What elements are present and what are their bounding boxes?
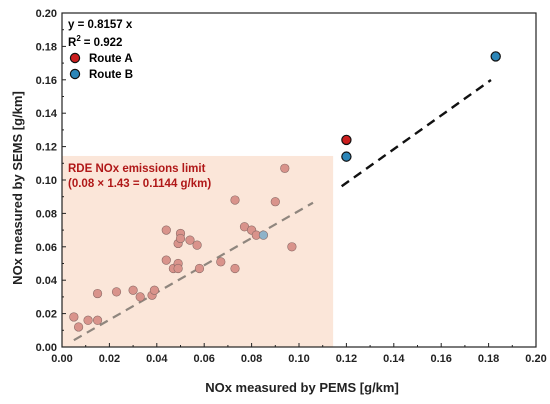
legend-label: Route B xyxy=(89,69,133,81)
limit-label-line2: (0.08 × 1.43 = 0.1144 g/km) xyxy=(68,178,211,190)
data-point xyxy=(192,240,202,250)
fit-equation: y = 0.8157 x xyxy=(68,19,133,31)
data-point xyxy=(83,315,93,325)
x-tick-label: 0.16 xyxy=(430,353,451,365)
x-tick-label: 0.02 xyxy=(99,353,120,365)
r-squared: R2 = 0.922 xyxy=(68,34,122,49)
data-point xyxy=(111,287,122,297)
x-tick-label: 0.00 xyxy=(51,353,72,365)
y-tick-label: 0.18 xyxy=(36,41,57,53)
x-tick-label: 0.14 xyxy=(383,353,405,365)
data-point xyxy=(161,255,171,265)
y-tick-label: 0.08 xyxy=(36,208,57,220)
legend-marker xyxy=(69,52,81,64)
y-tick-label: 0.04 xyxy=(36,275,58,287)
data-point xyxy=(341,134,352,146)
legend-marker xyxy=(69,68,81,80)
x-tick-label: 0.18 xyxy=(478,353,499,365)
data-point xyxy=(175,233,186,244)
data-point xyxy=(92,288,103,299)
x-tick-label: 0.08 xyxy=(241,353,262,365)
x-tick-label: 0.10 xyxy=(288,353,309,365)
r-squared-value: = 0.922 xyxy=(84,37,123,49)
x-tick-label: 0.20 xyxy=(525,353,546,365)
fit-line-layer xyxy=(73,79,492,342)
x-tick-label: 0.06 xyxy=(193,353,214,365)
y-axis-title: NOx measured by SEMS [g/km] xyxy=(10,91,25,285)
data-point xyxy=(341,151,352,162)
y-tick-label: 0.10 xyxy=(36,175,57,187)
y-tick-label: 0.14 xyxy=(36,108,58,120)
data-point xyxy=(173,263,183,274)
legend: Route A Route B xyxy=(69,52,133,81)
data-point xyxy=(128,285,138,295)
data-point xyxy=(280,163,290,173)
data-point xyxy=(185,235,195,245)
y-tick-label: 0.12 xyxy=(36,142,57,154)
data-point xyxy=(149,285,160,295)
y-tick-label: 0.20 xyxy=(36,8,57,20)
x-axis-title: NOx measured by PEMS [g/km] xyxy=(205,380,399,395)
x-tick-label: 0.12 xyxy=(336,353,357,365)
data-point xyxy=(287,242,297,252)
data-point xyxy=(270,197,280,207)
data-point xyxy=(230,263,240,274)
data-point xyxy=(92,315,103,325)
data-point xyxy=(69,312,79,322)
x-tick-label: 0.04 xyxy=(146,353,168,365)
data-point xyxy=(73,322,84,332)
y-tick-label: 0.02 xyxy=(36,309,57,321)
fit-line-inside-limit xyxy=(73,201,314,342)
data-point xyxy=(194,263,205,274)
y-tick-label: 0.16 xyxy=(36,75,57,87)
data-point xyxy=(230,195,240,205)
r-squared-sup: 2 xyxy=(76,34,81,43)
data-point xyxy=(216,257,226,267)
limit-label-line1: RDE NOx emissions limit xyxy=(68,163,206,175)
y-tick-label: 0.00 xyxy=(36,342,57,354)
r-squared-label: R xyxy=(68,37,77,49)
data-point xyxy=(490,51,501,62)
points-layer xyxy=(69,51,501,332)
ticks-layer: 0.00 0.02 0.04 0.06 0.08 0.10 0.12 0.14 0.16 0.18… xyxy=(36,8,547,365)
y-tick-label: 0.06 xyxy=(36,242,57,254)
data-point xyxy=(161,225,171,235)
legend-label: Route A xyxy=(89,53,133,65)
data-point xyxy=(258,230,269,240)
limit-region xyxy=(62,155,334,347)
data-point xyxy=(135,292,145,302)
fit-line-outside-limit xyxy=(340,79,492,188)
